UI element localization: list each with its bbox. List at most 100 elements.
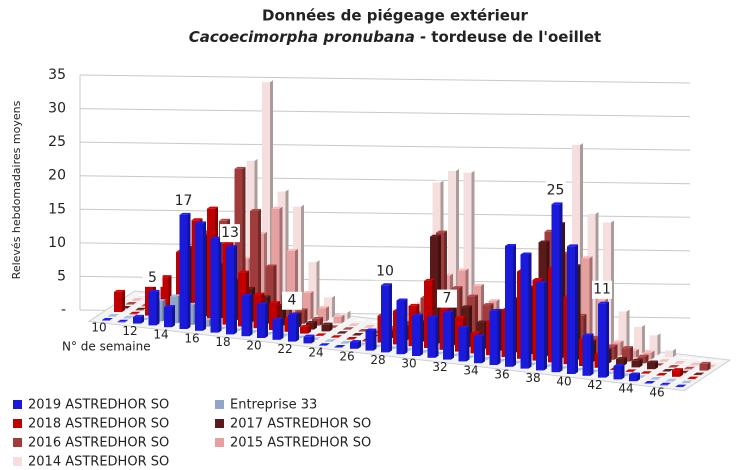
bar: [195, 221, 206, 331]
data-label: 5: [148, 270, 157, 286]
bar-side: [389, 283, 392, 353]
bar: [396, 298, 408, 355]
bar-top: [470, 331, 482, 334]
bar-front: [567, 246, 575, 374]
bar-top: [334, 345, 346, 347]
y-tick-label: 30: [48, 101, 66, 117]
bar-top: [135, 307, 147, 310]
data-label-box: [437, 289, 457, 308]
bar-side: [280, 317, 284, 340]
bar-side: [513, 243, 516, 367]
legend-swatch: [13, 419, 22, 428]
x-tick-label: 18: [215, 335, 230, 349]
bar-side: [311, 334, 315, 344]
bar: [148, 289, 160, 326]
bar-top: [649, 333, 661, 336]
bar-side: [575, 244, 578, 374]
bar-top: [637, 354, 649, 357]
bar-top: [312, 316, 323, 319]
bar-top: [129, 311, 141, 314]
bar-front: [117, 321, 126, 323]
x-tick-label: 46: [649, 385, 664, 399]
bar-top: [616, 356, 627, 359]
data-label: 10: [376, 263, 394, 279]
bar: [443, 310, 454, 360]
bar-side: [655, 360, 658, 370]
bar-front: [315, 335, 324, 336]
bar-top: [238, 270, 249, 273]
bar-side: [320, 316, 323, 326]
bar-front: [123, 317, 132, 319]
bar-front: [625, 371, 634, 372]
bar-side: [141, 314, 144, 324]
bar-top: [693, 372, 705, 375]
bar: [346, 337, 358, 340]
grid-line: [79, 108, 691, 118]
bar-top: [207, 206, 218, 209]
bar-front: [160, 277, 169, 318]
data-label: 13: [221, 225, 239, 241]
x-tick-label: 30: [401, 357, 416, 371]
bar-top: [505, 243, 516, 246]
bar: [271, 206, 283, 317]
bar: [133, 314, 144, 324]
y-tick-label: 20: [48, 168, 66, 184]
bar-top: [432, 180, 444, 183]
bar-top: [488, 299, 500, 302]
legend-swatch: [13, 438, 22, 447]
bar-top: [476, 320, 488, 323]
x-tick-label: 12: [122, 324, 137, 338]
data-label-box: [375, 262, 395, 281]
bar: [699, 361, 711, 371]
bar-front: [629, 374, 637, 382]
bar-top: [448, 168, 459, 171]
chart-subtitle: Cacoecimorpha pronubana - tordeuse de l'o…: [189, 28, 601, 46]
bar-front: [241, 295, 250, 337]
bar-top: [277, 189, 289, 192]
bar: [675, 384, 687, 388]
bar-front: [129, 313, 138, 315]
bar-side: [637, 372, 640, 382]
bar-top: [536, 281, 547, 284]
bar-top: [650, 377, 662, 379]
bar-side: [626, 309, 630, 352]
data-label: 11: [593, 282, 611, 298]
bar-top: [613, 363, 625, 366]
data-label: 17: [175, 193, 193, 209]
bar-top: [458, 325, 470, 328]
bar-top: [381, 283, 392, 286]
bar-side: [329, 322, 333, 332]
bar-side: [310, 290, 314, 320]
bar: [629, 372, 640, 382]
bar-side: [373, 328, 377, 351]
bar-side: [265, 302, 268, 338]
bar-top: [532, 278, 544, 281]
bar: [696, 358, 707, 362]
bar-side: [404, 298, 408, 355]
bar-side: [559, 202, 563, 373]
bar: [331, 335, 342, 338]
bar-front: [346, 339, 355, 340]
grid-line: [79, 175, 691, 185]
x-axis-title: N° de semaine: [62, 340, 151, 354]
bar-side: [639, 358, 643, 368]
bar-front: [226, 247, 234, 335]
bar-top: [439, 307, 451, 310]
bar-front: [164, 307, 172, 328]
bar-front: [656, 375, 665, 376]
bar-top: [265, 264, 277, 267]
bar: [102, 318, 113, 321]
bar: [250, 208, 261, 319]
bar-side: [218, 236, 222, 333]
bar: [660, 382, 671, 386]
bar-front: [520, 254, 529, 369]
bar-side: [590, 333, 594, 376]
x-tick-label: 38: [525, 371, 540, 385]
bar: [641, 371, 652, 374]
bar: [302, 290, 314, 320]
bar: [649, 333, 661, 356]
bar: [618, 309, 630, 352]
bar-top: [631, 358, 643, 361]
bar-top: [581, 256, 593, 259]
x-tick-label: 10: [91, 321, 106, 335]
